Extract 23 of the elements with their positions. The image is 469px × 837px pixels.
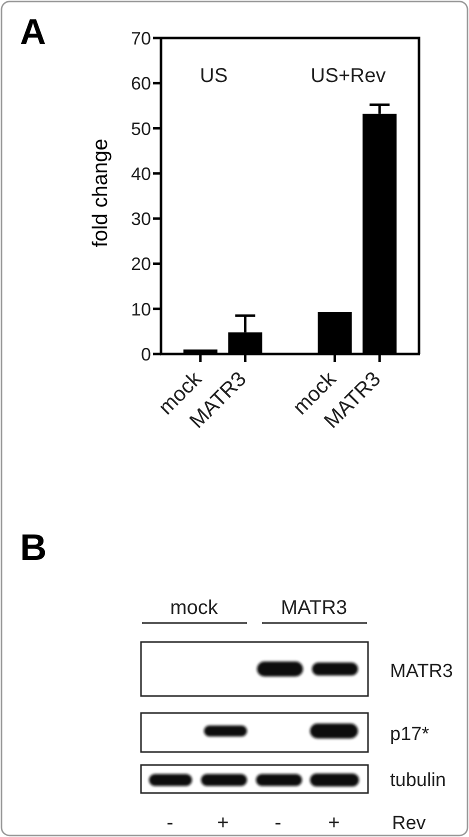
text: - (166, 812, 174, 834)
text: MATR3 (390, 661, 453, 682)
text: + (328, 812, 340, 834)
y-tick-label: 70 (130, 28, 151, 48)
text: B (20, 527, 47, 568)
y-tick-label: 50 (130, 118, 151, 139)
text: + (217, 812, 229, 834)
y-tick-label: 30 (130, 209, 151, 230)
y-axis-title: fold change (89, 138, 112, 248)
text: Rev (392, 813, 426, 834)
text: MATR3 (280, 597, 348, 619)
y-tick-label: 10 (130, 299, 151, 320)
annotation: US+Rev (310, 65, 386, 87)
y-tick-label: 0 (140, 344, 151, 364)
text: mock (170, 597, 219, 619)
y-tick-label: 20 (130, 254, 151, 274)
text: p17* (390, 724, 430, 745)
chart-title: A (20, 11, 46, 52)
y-tick-label: 60 (130, 74, 151, 94)
text: - (274, 812, 282, 834)
y-tick-label: 40 (130, 164, 151, 184)
annotation: US (200, 65, 228, 87)
text: tubulin (390, 770, 446, 791)
